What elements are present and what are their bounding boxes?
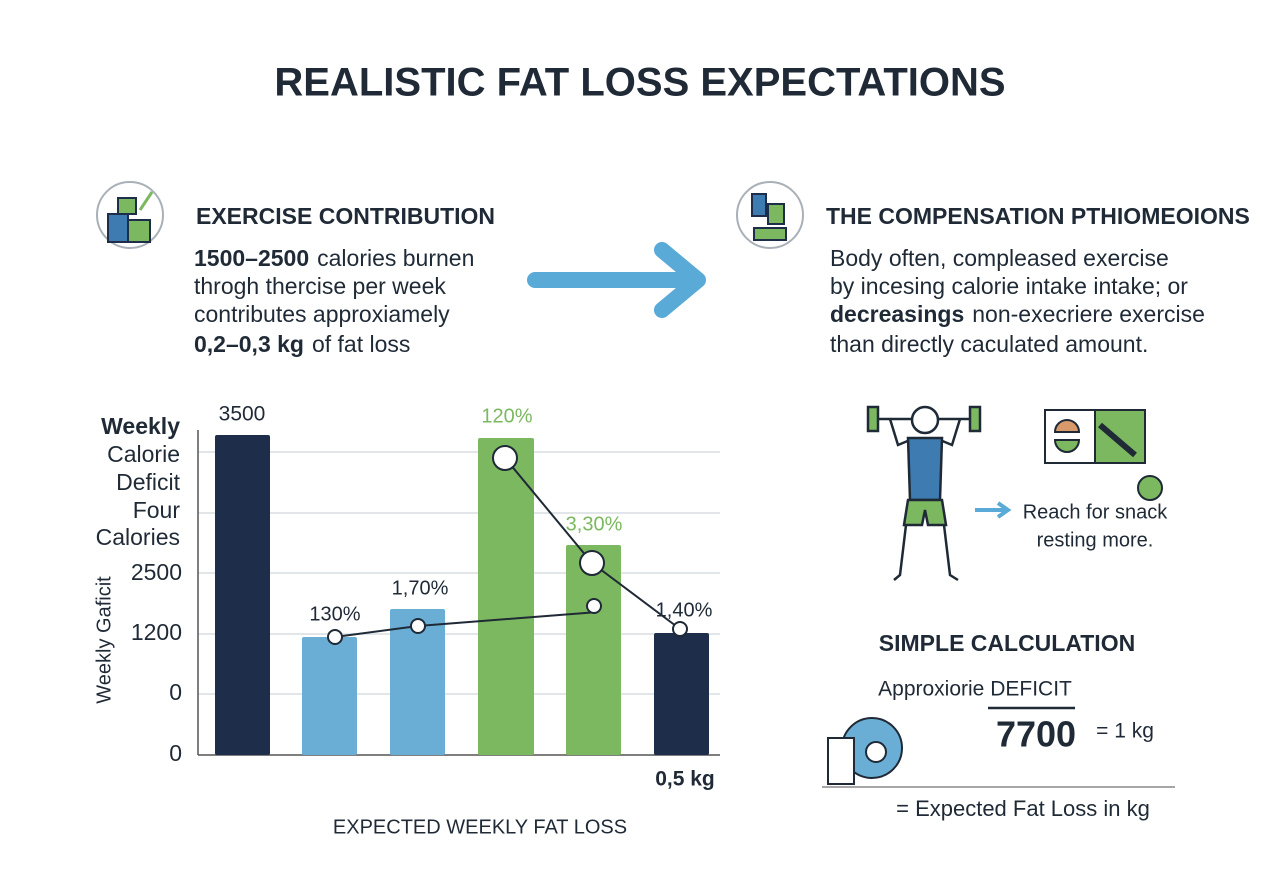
title: REALISTIC FAT LOSS EXPECTATIONS bbox=[274, 61, 1005, 105]
text: non-execriere exercise bbox=[972, 301, 1205, 327]
calculation-equals: = 1 kg bbox=[1096, 720, 1154, 743]
bar bbox=[478, 438, 534, 755]
y-label: Four bbox=[133, 497, 181, 523]
y-label-rotated: Weekly Gaficit bbox=[93, 576, 115, 704]
person-illustration bbox=[866, 405, 982, 582]
compensation-line: by incesing calorie intake intake; or bbox=[830, 273, 1188, 299]
compensation-line: Body often, compleased exercise bbox=[830, 245, 1169, 271]
bar-label: 3,30% bbox=[566, 513, 623, 535]
point bbox=[327, 629, 343, 645]
small-arrow bbox=[996, 501, 1012, 519]
bottom-label: 0,5 kg bbox=[655, 768, 715, 791]
chart bbox=[197, 430, 720, 756]
bar bbox=[566, 545, 621, 755]
point bbox=[492, 445, 518, 471]
bar-label: 1,70% bbox=[392, 577, 449, 599]
exercise-line: 1500–2500 calories burnen bbox=[194, 245, 474, 271]
compensation-icon bbox=[736, 181, 804, 249]
compensation-heading: THE COMPENSATION PTHIOMEOIONS bbox=[826, 203, 1250, 229]
compensation-line: than directly caculated amount. bbox=[830, 331, 1148, 357]
tick-label: 3500 bbox=[219, 403, 266, 426]
bar bbox=[654, 633, 709, 755]
point bbox=[579, 550, 605, 576]
text: calories burnen bbox=[317, 245, 474, 271]
bar bbox=[302, 637, 357, 755]
calculation-label: Approxiorie DEFICIT bbox=[878, 678, 1072, 701]
y-label: Weekly bbox=[101, 413, 180, 439]
calculation-result: = Expected Fat Loss in kg bbox=[896, 796, 1150, 821]
exercise-line: contributes approxiamely bbox=[194, 301, 450, 327]
text: of fat loss bbox=[312, 331, 410, 357]
bar bbox=[215, 435, 270, 755]
bold-text: decreasings bbox=[830, 301, 964, 327]
exercise-line: 0,2–0,3 kg of fat loss bbox=[194, 331, 410, 357]
snack-text: Reach for snack bbox=[1023, 501, 1169, 523]
bar-label: 130% bbox=[309, 603, 360, 625]
calculation-number: 7700 bbox=[996, 714, 1076, 755]
tick-label: 0 bbox=[169, 679, 182, 705]
y-label: Calorie bbox=[107, 441, 180, 467]
point bbox=[672, 621, 688, 637]
tick-label: 0 bbox=[169, 740, 182, 766]
y-label: Deficit bbox=[116, 469, 181, 495]
snack-text: resting more. bbox=[1037, 529, 1154, 551]
exercise-icon bbox=[96, 181, 164, 249]
bar-label: 120% bbox=[481, 405, 532, 427]
exercise-line: throgh thercise per week bbox=[194, 273, 446, 299]
calculation-heading: SIMPLE CALCULATION bbox=[879, 630, 1135, 656]
bold-text: 1500–2500 bbox=[194, 245, 309, 271]
bold-text: 0,2–0,3 kg bbox=[194, 331, 304, 357]
bar-label: 1,40% bbox=[656, 599, 713, 621]
point bbox=[586, 598, 602, 614]
y-label: Calories bbox=[96, 524, 180, 550]
point bbox=[410, 618, 426, 634]
tick-label: 1200 bbox=[131, 619, 182, 645]
arrow bbox=[527, 242, 706, 318]
exercise-heading: EXERCISE CONTRIBUTION bbox=[196, 203, 495, 229]
x-label: EXPECTED WEEKLY FAT LOSS bbox=[333, 816, 627, 838]
compensation-line: decreasings non-execriere exercise bbox=[830, 301, 1205, 327]
bar bbox=[390, 609, 445, 755]
tick-label: 2500 bbox=[131, 559, 182, 585]
food-illustration bbox=[1044, 409, 1163, 501]
calculator-icon bbox=[827, 717, 903, 785]
